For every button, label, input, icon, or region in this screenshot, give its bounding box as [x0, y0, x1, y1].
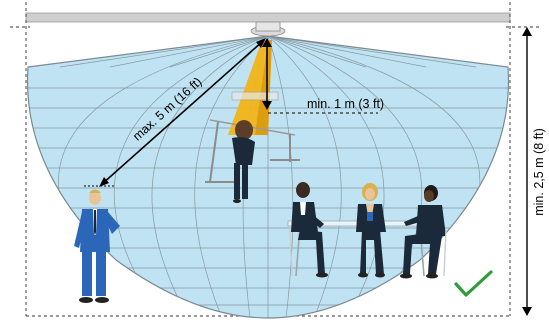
seated-person-left [289, 182, 328, 278]
min-distance-label: min. 1 m (3 ft) [307, 97, 384, 111]
min-height-arrow [522, 27, 532, 316]
min-height-label: min. 2,5 m (8 ft) [532, 128, 546, 216]
max-distance-arrow [99, 38, 266, 187]
ceiling [25, 12, 511, 23]
ceiling-sensor-icon [250, 21, 286, 37]
seated-person-right [400, 185, 447, 279]
min-distance-arrow [262, 38, 272, 110]
seated-person-center [356, 183, 386, 278]
checkmark-icon [454, 270, 493, 297]
standing-desk-person [205, 91, 300, 203]
standing-person [74, 189, 120, 303]
